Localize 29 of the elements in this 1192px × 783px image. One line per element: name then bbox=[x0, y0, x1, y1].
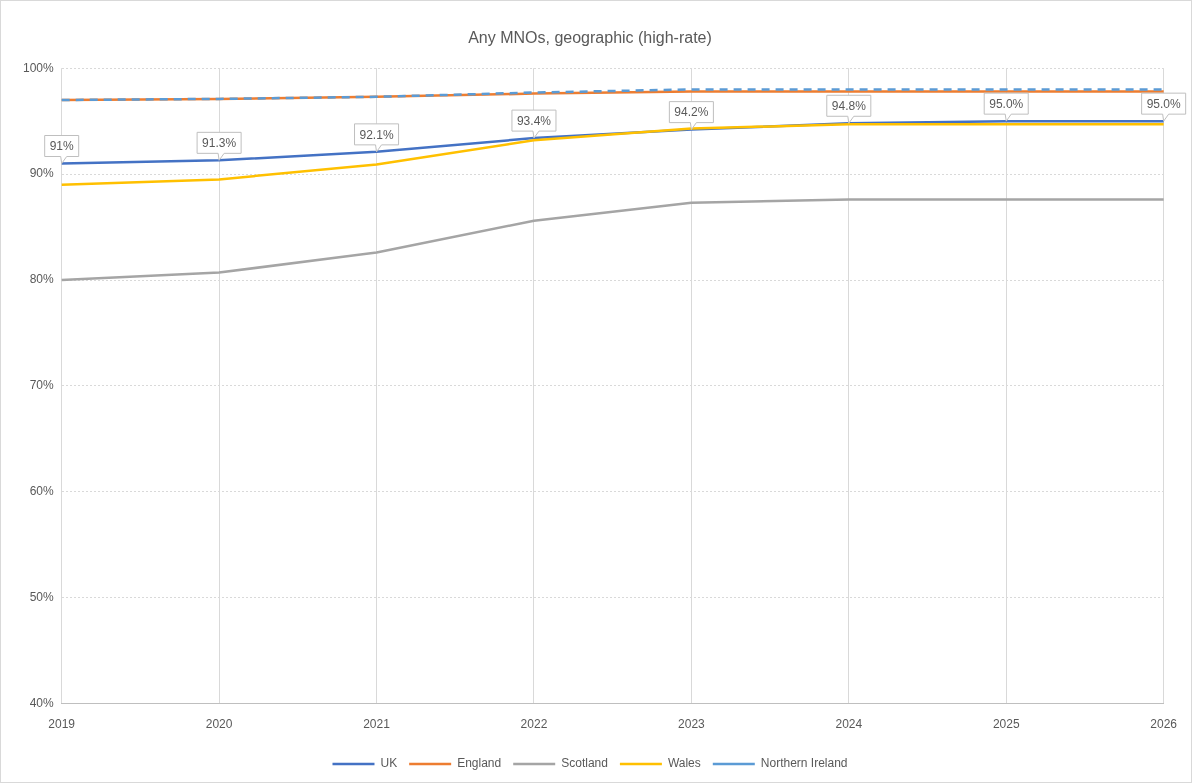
data-label: 95.0% bbox=[1146, 96, 1181, 111]
x-tick-label: 2019 bbox=[48, 717, 76, 732]
x-tick-label: 2022 bbox=[520, 717, 548, 732]
y-tick-label: 70% bbox=[29, 378, 55, 393]
x-tick-label: 2025 bbox=[992, 717, 1020, 732]
y-tick-label: 40% bbox=[29, 695, 55, 710]
y-tick-label: 80% bbox=[29, 272, 55, 287]
legend-label: Wales bbox=[667, 756, 701, 771]
legend-label: UK bbox=[380, 756, 398, 771]
chart-title: Any MNOs, geographic (high-rate) bbox=[468, 29, 712, 47]
legend-label: England bbox=[457, 756, 502, 771]
legend-label: Scotland bbox=[561, 756, 608, 771]
data-label: 92.1% bbox=[359, 127, 394, 142]
data-label: 95.0% bbox=[989, 96, 1024, 111]
x-tick-label: 2026 bbox=[1150, 717, 1178, 732]
data-label: 94.8% bbox=[831, 99, 867, 114]
x-tick-label: 2020 bbox=[205, 717, 233, 732]
y-tick-label: 90% bbox=[29, 166, 55, 181]
y-tick-label: 60% bbox=[29, 484, 55, 499]
data-label: 94.2% bbox=[674, 105, 709, 120]
y-tick-label: 50% bbox=[29, 590, 55, 605]
x-tick-label: 2021 bbox=[363, 717, 391, 732]
x-tick-label: 2024 bbox=[835, 717, 863, 732]
x-tick-label: 2023 bbox=[678, 717, 706, 732]
data-label: 91.3% bbox=[202, 136, 237, 151]
data-label: 91% bbox=[49, 139, 75, 154]
y-tick-label: 100% bbox=[22, 60, 55, 75]
legend-label: Northern Ireland bbox=[760, 756, 848, 771]
data-label: 93.4% bbox=[516, 113, 552, 128]
